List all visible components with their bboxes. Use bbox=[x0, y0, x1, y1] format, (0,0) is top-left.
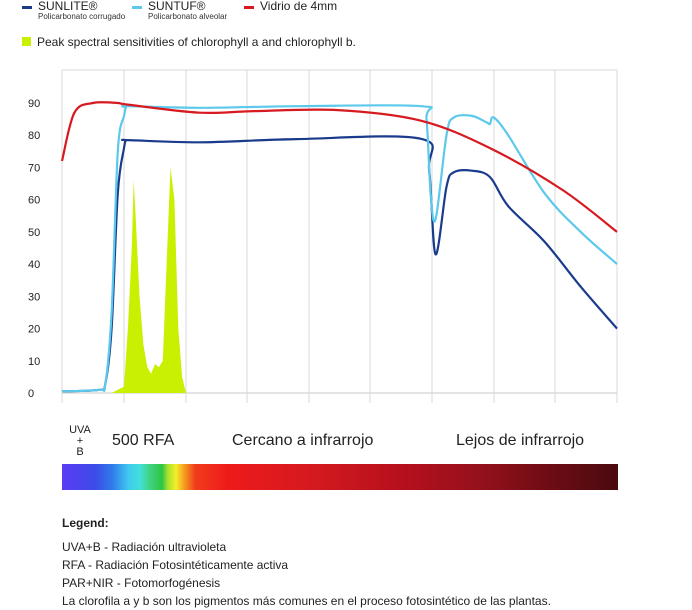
y-tick-label: 80 bbox=[28, 130, 40, 142]
notes-line: La clorofila a y b son los pigmentos más… bbox=[62, 594, 551, 608]
band-label-rfa: 500 RFA bbox=[112, 432, 175, 449]
band-label-uvab-line3: B bbox=[76, 446, 84, 458]
series-line-suntuf bbox=[61, 104, 618, 393]
legend-item-suntuf: SUNTUF® Policarbonato alveolar bbox=[132, 0, 227, 21]
sunlite-swatch bbox=[22, 6, 32, 9]
y-tick-label: 40 bbox=[28, 259, 40, 271]
y-tick-label: 70 bbox=[28, 162, 40, 174]
legend-sub-suntuf: Policarbonato alveolar bbox=[148, 12, 228, 21]
y-tick-label: 20 bbox=[28, 324, 40, 336]
y-tick-label: 30 bbox=[28, 291, 40, 303]
series-line-vidrio-de-mm bbox=[60, 101, 618, 233]
y-tick-label: 0 bbox=[28, 388, 34, 400]
color-spectrum-bar bbox=[62, 464, 618, 490]
series-line-sunlite bbox=[61, 135, 618, 393]
notes-line: UVA+B - Radiación ultravioleta bbox=[62, 540, 227, 554]
legend-label-chlorophyll: Peak spectral sensitivities of chlorophy… bbox=[37, 35, 356, 49]
notes-line: RFA - Radiación Fotosintéticamente activ… bbox=[62, 558, 289, 572]
y-tick-label: 60 bbox=[28, 195, 40, 207]
y-tick-label: 50 bbox=[28, 227, 40, 239]
legend-label-sunlite: SUNLITE® bbox=[38, 0, 98, 13]
legend-label-vidrio: Vidrio de 4mm bbox=[260, 0, 338, 13]
chlorophyll-swatch bbox=[22, 37, 31, 46]
band-label-far-ir: Lejos de infrarrojo bbox=[456, 432, 585, 449]
vidrio-swatch bbox=[244, 6, 254, 9]
notes-title: Legend: bbox=[62, 516, 109, 530]
band-label-uvab-line1: UVA bbox=[69, 424, 91, 436]
legend-item-chlorophyll: Peak spectral sensitivities of chlorophy… bbox=[22, 35, 356, 49]
band-label-uvab-line2: + bbox=[76, 435, 84, 447]
legend-label-suntuf: SUNTUF® bbox=[148, 0, 206, 13]
notes-line: PAR+NIR - Fotomorfogénesis bbox=[62, 576, 221, 590]
transmission-chart: 0 10 20 30 40 50 60 70 80 90 bbox=[28, 69, 618, 403]
chlorophyll-area bbox=[111, 167, 192, 393]
suntuf-swatch bbox=[132, 6, 142, 9]
y-tick-label: 90 bbox=[28, 98, 40, 110]
legend-item-sunlite: SUNLITE® Policarbonato corrugado bbox=[22, 0, 125, 21]
band-label-near-ir: Cercano a infrarrojo bbox=[232, 432, 374, 449]
legend-item-vidrio: Vidrio de 4mm bbox=[244, 0, 337, 12]
band-label-uvab: UVA + B bbox=[66, 425, 94, 458]
notes-block: Legend: UVA+B - Radiación ultravioleta R… bbox=[62, 514, 551, 610]
legend-sub-sunlite: Policarbonato corrugado bbox=[38, 12, 126, 21]
y-tick-label: 10 bbox=[28, 356, 40, 368]
